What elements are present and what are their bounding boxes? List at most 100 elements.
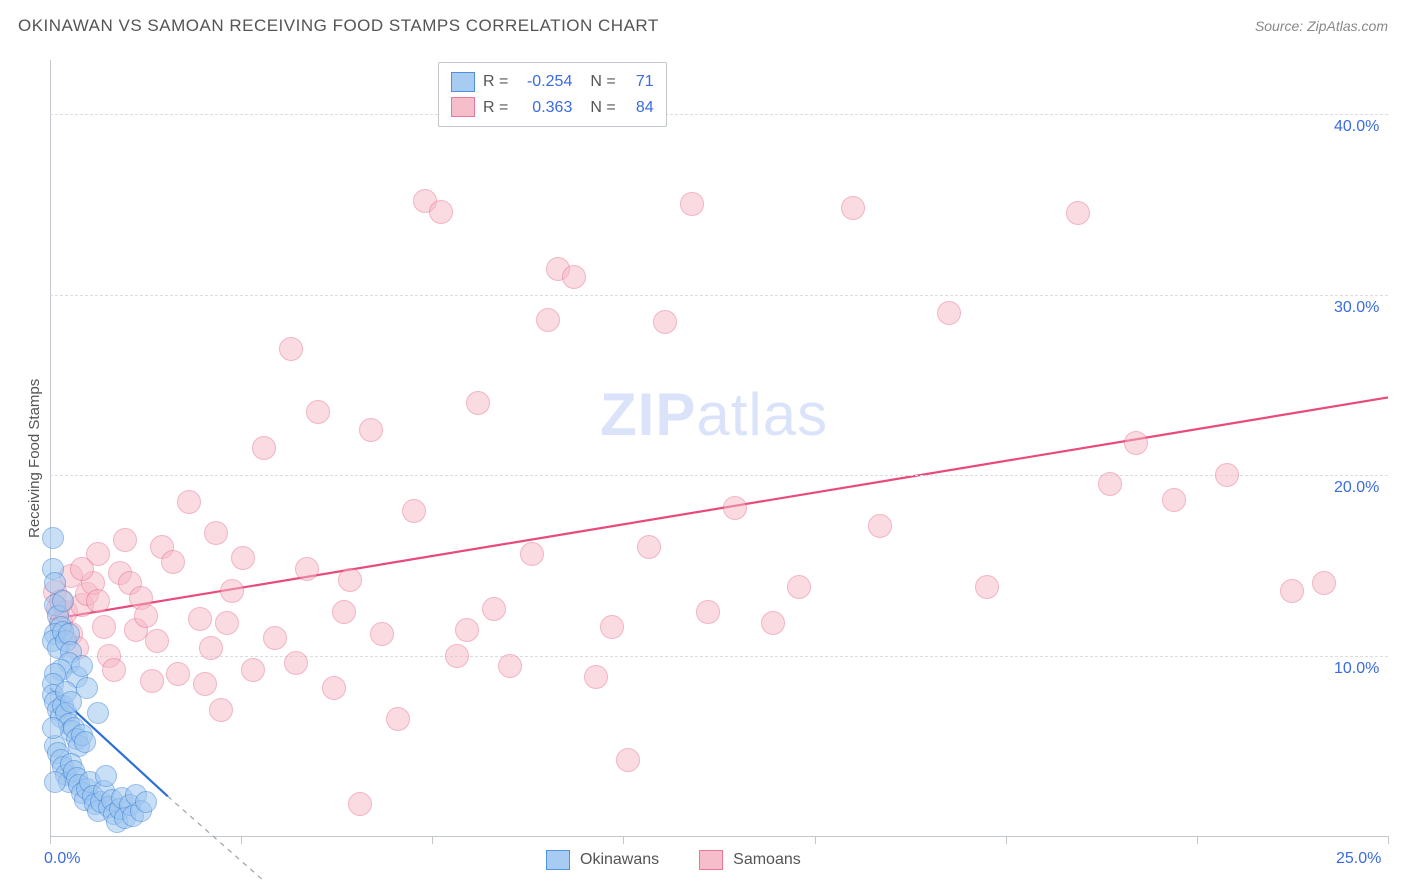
point-okinawan (60, 691, 82, 713)
point-samoan (1098, 472, 1122, 496)
trend-lines (50, 60, 1388, 836)
point-samoan (140, 669, 164, 693)
point-samoan (306, 400, 330, 424)
point-samoan (199, 636, 223, 660)
point-samoan (177, 490, 201, 514)
n-label: N = (590, 69, 615, 95)
r-label: R = (483, 95, 508, 121)
r-label: R = (483, 69, 508, 95)
point-samoan (584, 665, 608, 689)
point-okinawan (42, 527, 64, 549)
point-samoan (215, 611, 239, 635)
point-samoan (402, 499, 426, 523)
point-okinawan (42, 717, 64, 739)
x-tick (1197, 836, 1198, 844)
point-samoan (102, 658, 126, 682)
point-samoan (338, 568, 362, 592)
point-samoan (536, 308, 560, 332)
point-samoan (482, 597, 506, 621)
point-samoan (359, 418, 383, 442)
x-tick (1388, 836, 1389, 844)
point-okinawan (87, 702, 109, 724)
point-samoan (637, 535, 661, 559)
point-samoan (498, 654, 522, 678)
correlation-legend: R = -0.254 N = 71 R = 0.363 N = 84 (438, 62, 667, 127)
swatch-samoans (451, 97, 475, 117)
point-samoan (616, 748, 640, 772)
swatch-samoans (699, 850, 723, 870)
y-axis-label-text: Receiving Food Stamps (26, 379, 43, 538)
point-samoan (231, 546, 255, 570)
point-samoan (134, 604, 158, 628)
point-samoan (386, 707, 410, 731)
y-tick-label: 40.0% (1334, 118, 1379, 136)
legend-row-okinawans: R = -0.254 N = 71 (451, 69, 654, 95)
x-tick (50, 836, 51, 844)
x-tick-label: 25.0% (1336, 850, 1381, 868)
point-samoan (680, 192, 704, 216)
chart-title: OKINAWAN VS SAMOAN RECEIVING FOOD STAMPS… (18, 16, 659, 36)
point-samoan (1066, 201, 1090, 225)
point-samoan (429, 200, 453, 224)
r-value-samoans: 0.363 (516, 95, 572, 121)
n-value-okinawans: 71 (624, 69, 654, 95)
gridline (50, 656, 1388, 657)
point-samoan (263, 626, 287, 650)
y-axis-label: Receiving Food Stamps (26, 379, 44, 538)
point-samoan (252, 436, 276, 460)
point-samoan (279, 337, 303, 361)
point-samoan (868, 514, 892, 538)
point-okinawan (71, 655, 93, 677)
point-samoan (1215, 463, 1239, 487)
y-tick-label: 30.0% (1334, 299, 1379, 317)
point-samoan (322, 676, 346, 700)
swatch-okinawans (451, 72, 475, 92)
point-samoan (562, 265, 586, 289)
n-label: N = (590, 95, 615, 121)
point-samoan (466, 391, 490, 415)
legend-item-okinawans: Okinawans (546, 850, 659, 870)
point-samoan (113, 528, 137, 552)
point-samoan (520, 542, 544, 566)
point-samoan (653, 310, 677, 334)
gridline (50, 295, 1388, 296)
point-samoan (204, 521, 228, 545)
x-tick (1006, 836, 1007, 844)
legend-item-samoans: Samoans (699, 850, 801, 870)
swatch-okinawans (546, 850, 570, 870)
point-samoan (284, 651, 308, 675)
source-prefix: Source: (1255, 18, 1307, 34)
point-samoan (696, 600, 720, 624)
point-samoan (209, 698, 233, 722)
x-tick (815, 836, 816, 844)
point-okinawan (74, 731, 96, 753)
point-samoan (975, 575, 999, 599)
series-legend: Okinawans Samoans (546, 850, 801, 870)
x-tick-label: 0.0% (44, 850, 80, 868)
point-samoan (787, 575, 811, 599)
point-samoan (348, 792, 372, 816)
x-tick (623, 836, 624, 844)
plot-area (50, 60, 1388, 836)
point-samoan (92, 615, 116, 639)
point-samoan (1162, 488, 1186, 512)
point-samoan (86, 589, 110, 613)
point-samoan (295, 557, 319, 581)
source-name: ZipAtlas.com (1307, 18, 1388, 34)
point-samoan (761, 611, 785, 635)
point-samoan (241, 658, 265, 682)
point-samoan (370, 622, 394, 646)
legend-row-samoans: R = 0.363 N = 84 (451, 95, 654, 121)
point-samoan (600, 615, 624, 639)
point-samoan (455, 618, 479, 642)
point-samoan (166, 662, 190, 686)
point-samoan (188, 607, 212, 631)
point-samoan (445, 644, 469, 668)
legend-label-okinawans: Okinawans (580, 851, 659, 869)
point-samoan (145, 629, 169, 653)
point-samoan (723, 496, 747, 520)
point-samoan (1312, 571, 1336, 595)
point-samoan (70, 557, 94, 581)
n-value-samoans: 84 (624, 95, 654, 121)
r-value-okinawans: -0.254 (516, 69, 572, 95)
